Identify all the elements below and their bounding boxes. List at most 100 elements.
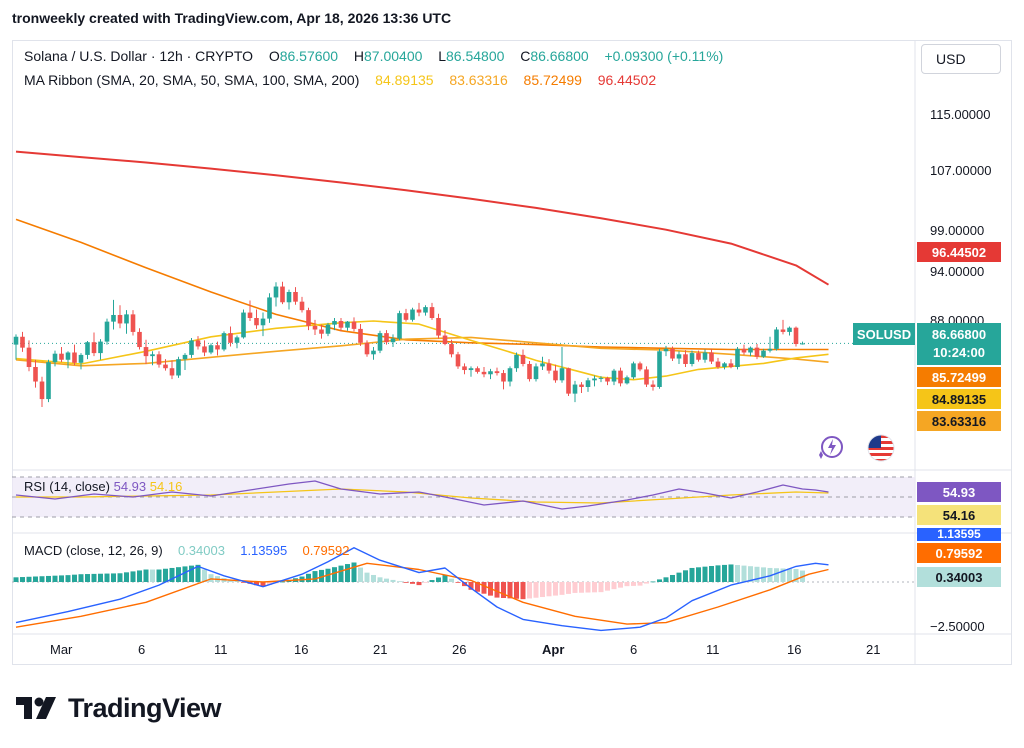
candle-body <box>72 352 77 363</box>
macd-histogram-bar <box>13 577 19 582</box>
macd-histogram-bar <box>208 574 214 582</box>
candle-body <box>182 354 188 360</box>
candle-body <box>273 286 279 298</box>
low-value: 86.54800 <box>446 48 505 64</box>
tradingview-logo[interactable]: TradingView <box>16 693 222 724</box>
candle-body <box>234 337 240 343</box>
candle <box>579 382 584 394</box>
candle <box>436 313 441 339</box>
macd-histogram-bar <box>761 567 766 582</box>
candle <box>663 345 669 357</box>
ma20-line <box>15 320 829 381</box>
candle <box>377 330 383 354</box>
macd-label[interactable]: MACD (close, 12, 26, 9) <box>24 543 163 558</box>
candle-body <box>754 347 760 357</box>
candle-body <box>429 307 435 319</box>
candle-body <box>312 325 318 330</box>
candle <box>234 335 240 349</box>
macd-histogram-bar <box>696 567 701 582</box>
candle-body <box>189 340 194 355</box>
candle <box>260 312 266 337</box>
candle-body <box>306 310 311 326</box>
candle <box>520 349 526 367</box>
candle-body <box>124 314 129 324</box>
candle-body <box>572 384 578 394</box>
candle <box>501 370 506 390</box>
candle-body <box>527 363 532 380</box>
candle-body <box>546 363 552 371</box>
macd-signal-line <box>15 562 829 628</box>
candle-body <box>130 314 136 332</box>
symbol-name[interactable]: Solana / U.S. Dollar · 12h · CRYPTO <box>24 48 254 64</box>
macd-histogram-bar <box>670 574 675 582</box>
candle <box>358 324 363 346</box>
candle-body <box>260 318 266 326</box>
macd-histogram-bar <box>78 574 84 582</box>
price-tick: 94.00000 <box>930 264 985 279</box>
candle-body <box>650 384 656 387</box>
macd-histogram-bar <box>468 582 474 590</box>
ma-ribbon-label[interactable]: MA Ribbon (SMA, 20, SMA, 50, SMA, 100, S… <box>24 72 360 88</box>
candle-body <box>46 362 51 400</box>
chart-frame <box>12 40 1012 665</box>
macd-histogram-bar <box>546 582 552 597</box>
us-flag-icon[interactable] <box>866 433 896 463</box>
candle-body <box>345 321 350 328</box>
candle-body <box>585 380 591 387</box>
candle <box>169 360 175 380</box>
candle <box>442 330 448 346</box>
candle-body <box>605 377 610 382</box>
ma20-value: 84.89135 <box>375 72 434 88</box>
candle <box>637 361 643 372</box>
candle <box>488 368 493 380</box>
macd-histogram-bar <box>423 582 428 583</box>
macd-histogram-bar <box>618 582 623 588</box>
candle <box>176 356 181 378</box>
last-price-value: 86.66800 <box>931 327 987 342</box>
candle <box>455 351 461 369</box>
candle-body <box>293 291 298 302</box>
candle-body <box>494 371 500 374</box>
macd-histogram-bar <box>384 578 389 582</box>
candle-body <box>533 366 539 380</box>
ma200-line <box>15 150 830 286</box>
candle <box>182 353 188 371</box>
candle-body <box>85 342 90 355</box>
macd-histogram-bar <box>130 571 136 582</box>
macd-histogram-bar <box>85 574 90 582</box>
macd-histogram-bar <box>351 562 357 582</box>
macd-histogram-bar <box>780 568 786 582</box>
candle <box>273 282 279 307</box>
candle-body <box>410 309 415 320</box>
macd-histogram-bar <box>20 577 25 582</box>
currency-button[interactable]: USD <box>921 44 1001 74</box>
macd-histogram-bar <box>150 569 155 582</box>
candle-body <box>442 335 448 345</box>
macd-histogram-bar <box>377 577 383 582</box>
candle-body <box>481 371 487 375</box>
macd-histogram-bar <box>722 564 727 582</box>
lightning-icon[interactable] <box>815 433 845 463</box>
macd-histogram-bar <box>527 582 532 599</box>
macd-histogram-bar <box>137 570 142 582</box>
candle-body <box>215 345 220 350</box>
candle-body <box>416 309 422 313</box>
candle-body <box>624 377 630 384</box>
candle <box>540 356 545 371</box>
candle <box>605 376 610 386</box>
candle-body <box>553 370 558 381</box>
candle-body <box>254 318 259 326</box>
candle <box>280 281 285 305</box>
candle-body <box>202 346 207 353</box>
candle <box>195 336 201 350</box>
macd-histogram-bar <box>280 581 285 583</box>
macd-histogram-bar <box>416 582 422 586</box>
candle <box>423 305 428 316</box>
candle <box>104 318 110 345</box>
candle-body <box>59 353 64 360</box>
candle-body <box>488 371 493 375</box>
rsi-label[interactable]: RSI (14, close) <box>24 479 110 494</box>
candle <box>52 350 58 367</box>
candle-body <box>98 341 103 354</box>
